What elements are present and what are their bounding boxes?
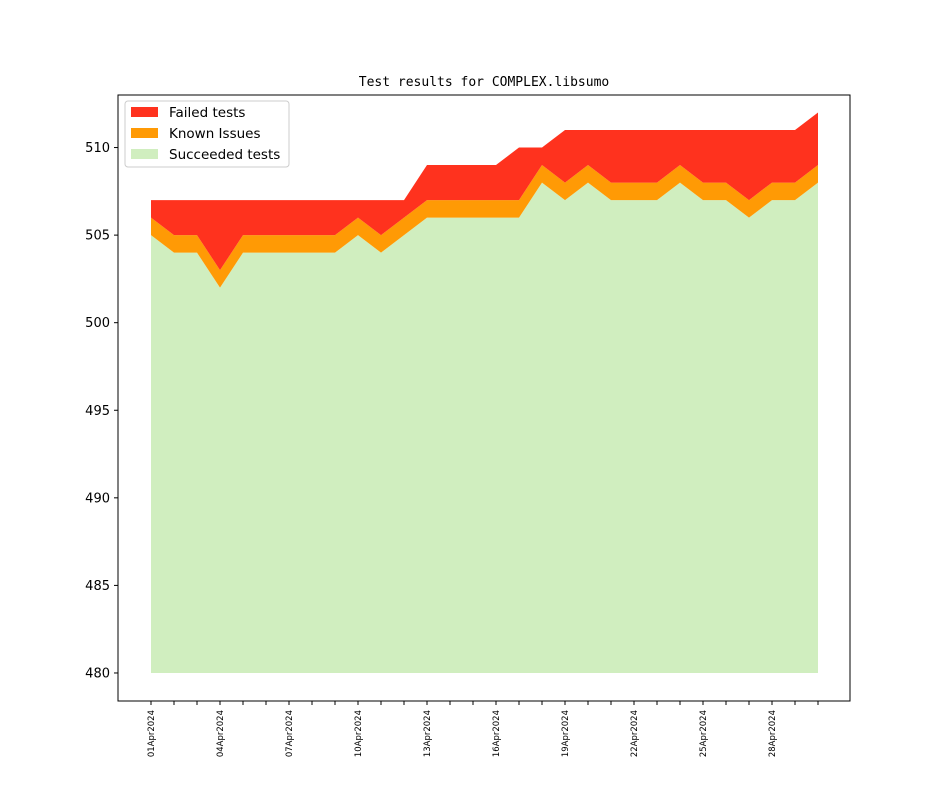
chart-title: Test results for COMPLEX.libsumo [359,75,609,90]
y-tick-label: 480 [85,666,110,681]
legend-label: Succeeded tests [169,147,280,163]
x-tick-label: 25Apr2024 [699,710,709,757]
legend-swatch [131,149,158,159]
legend-box [124,100,290,168]
y-tick-label: 495 [85,404,110,419]
x-tick-label: 01Apr2024 [147,710,157,757]
x-tick-label: 19Apr2024 [561,710,571,757]
x-tick-label: 07Apr2024 [285,710,295,757]
y-tick-label: 500 [85,316,110,331]
x-tick-label: 04Apr2024 [216,710,226,757]
x-tick-label: 13Apr2024 [423,710,433,757]
x-tick-label: 22Apr2024 [630,710,640,757]
legend-label: Known Issues [169,126,261,142]
y-tick-label: 510 [85,141,110,156]
area-known-issues [151,165,818,288]
legend-swatch [131,107,158,117]
x-tick-label: 16Apr2024 [492,710,502,757]
legend-swatch [131,128,158,138]
plot-frame [117,94,851,702]
area-layers [151,112,818,673]
area-failed-tests [151,112,818,271]
x-tick-label: 28Apr2024 [768,710,778,757]
y-tick-label: 485 [85,579,110,594]
y-tick-label: 505 [85,229,110,244]
x-axis: 01Apr2024 04Apr2024 07Apr2024 10Apr2024 13Ap… [147,701,819,757]
legend-label: Failed tests [169,105,245,121]
x-tick-label: 10Apr2024 [354,710,364,757]
legend: Failed tests Known Issues Succeeded tests [124,100,290,168]
y-axis: 480 485 490 495 500 505 510 [85,141,118,681]
y-tick-label: 490 [85,491,110,506]
area-succeeded-tests [151,182,818,673]
